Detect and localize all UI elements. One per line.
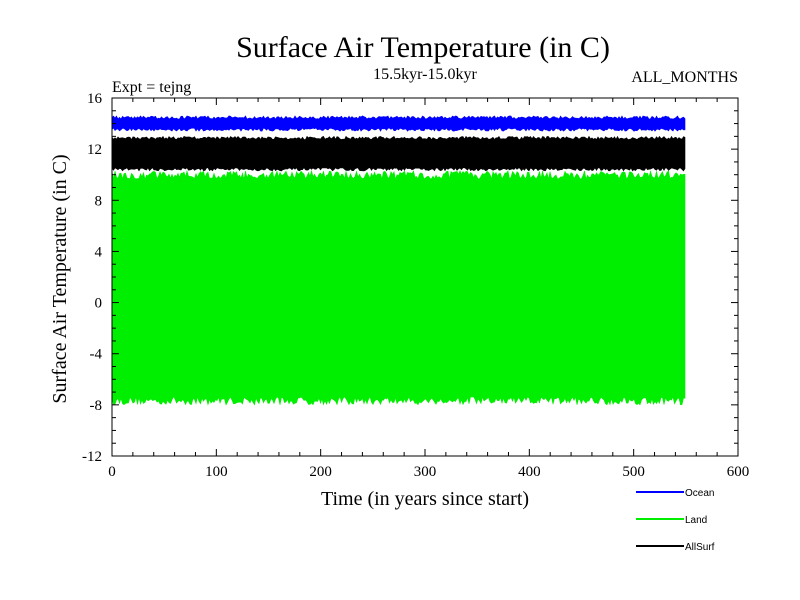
x-tick-label: 0 <box>108 464 116 480</box>
y-tick-label: 4 <box>95 244 103 260</box>
legend-label-allsurf: AllSurf <box>685 542 715 553</box>
series-ocean <box>111 115 686 132</box>
y-tick-label: 0 <box>95 296 103 312</box>
months-label: ALL_MONTHS <box>631 69 738 86</box>
expt-label: Expt = tejng <box>112 79 191 96</box>
y-tick-label: 16 <box>87 91 103 107</box>
y-tick-label: -8 <box>90 398 103 414</box>
chart-title: Surface Air Temperature (in C) <box>236 31 610 64</box>
x-axis-label: Time (in years since start) <box>321 488 529 510</box>
x-tick-label: 100 <box>205 464 228 480</box>
x-tick-label: 300 <box>414 464 437 480</box>
y-tick-label: 12 <box>87 142 102 158</box>
y-tick-label: 8 <box>95 193 103 209</box>
x-tick-label: 400 <box>518 464 541 480</box>
series-layer <box>111 115 686 406</box>
chart-subtitle: 15.5kyr-15.0kyr <box>373 66 477 83</box>
y-tick-label: -12 <box>82 449 102 465</box>
x-tick-label: 200 <box>309 464 332 480</box>
x-tick-label: 500 <box>622 464 645 480</box>
series-land <box>111 169 686 406</box>
x-tick-label: 600 <box>727 464 750 480</box>
legend: Ocean Land AllSurf <box>636 488 715 553</box>
axis-layer: 0 100 200 300 400 500 600 -12 -8 -4 0 4 8 12 16 <box>82 91 749 480</box>
series-allsurf <box>111 135 686 172</box>
y-axis-label: Surface Air Temperature (in C) <box>49 154 71 403</box>
legend-label-land: Land <box>685 515 707 526</box>
y-tick-label: -4 <box>90 347 103 363</box>
legend-label-ocean: Ocean <box>685 488 714 499</box>
